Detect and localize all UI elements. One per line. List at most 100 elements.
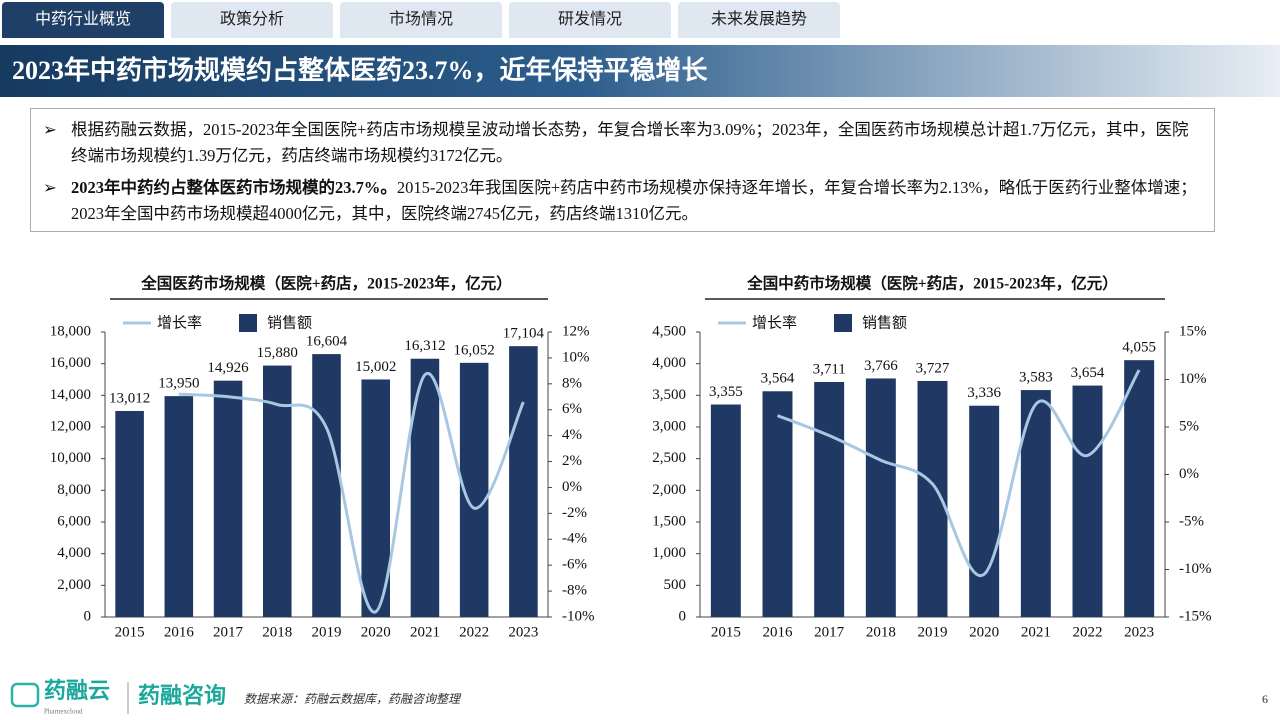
- tab-bar: 中药行业概览 政策分析 市场情况 研发情况 未来发展趋势: [0, 0, 1280, 40]
- x-tick-label: 2016: [164, 624, 195, 640]
- tab[interactable]: 政策分析: [171, 2, 333, 38]
- legend-swatch: [834, 314, 852, 332]
- y2-tick-label: -10%: [562, 608, 595, 624]
- data-label: 13,012: [109, 390, 150, 406]
- bar: [361, 379, 390, 617]
- y-tick-label: 0: [679, 608, 687, 624]
- x-tick-label: 2020: [361, 624, 391, 640]
- x-tick-label: 2021: [1021, 624, 1051, 640]
- data-label: 16,312: [404, 338, 445, 354]
- growth-line: [776, 369, 1141, 578]
- bar: [509, 346, 538, 617]
- x-tick-label: 2021: [410, 624, 440, 640]
- chart-title: 全国医药市场规模（医院+药店，2015-2023年，亿元）: [140, 274, 512, 293]
- x-tick-label: 2017: [213, 624, 244, 640]
- y-tick-label: 1,500: [652, 513, 686, 529]
- data-label: 17,104: [503, 326, 545, 342]
- footer: 药融云 Pharnexcloud 药融咨询 数据来源：药融云数据库，药融咨询整理…: [10, 678, 1268, 716]
- bar: [710, 404, 741, 617]
- legend-label: 销售额: [862, 314, 907, 331]
- x-tick-label: 2020: [969, 624, 999, 640]
- slide-title: 2023年中药市场规模约占整体医药23.7%，近年保持平稳增长: [0, 45, 1280, 97]
- data-label: 3,583: [1019, 370, 1053, 386]
- y2-tick-label: 0%: [1179, 466, 1199, 482]
- bullet: 根据药融云数据，2015-2023年全国医院+药店市场规模呈波动增长态势，年复合…: [43, 117, 1204, 169]
- brand: 药融云: [44, 678, 110, 703]
- x-tick-label: 2018: [866, 624, 896, 640]
- bar: [814, 381, 845, 617]
- x-tick-label: 2018: [262, 624, 292, 640]
- x-tick-label: 2016: [763, 624, 794, 640]
- tab[interactable]: 研发情况: [509, 2, 671, 38]
- data-label: 3,727: [916, 360, 950, 376]
- y2-tick-label: 8%: [562, 375, 582, 391]
- y-tick-label: 500: [664, 577, 687, 593]
- bar: [969, 405, 1000, 617]
- data-label: 16,604: [306, 334, 348, 350]
- y-tick-label: 4,500: [652, 323, 686, 339]
- x-tick-label: 2022: [1073, 624, 1103, 640]
- y2-tick-label: 12%: [562, 323, 590, 339]
- data-label: 3,711: [813, 361, 846, 377]
- y-tick-label: 12,000: [50, 418, 91, 434]
- y2-tick-label: -6%: [562, 557, 587, 573]
- y-tick-label: 1,000: [652, 545, 686, 561]
- data-label: 15,880: [257, 345, 298, 361]
- summary-box: 根据药融云数据，2015-2023年全国医院+药店市场规模呈波动增长态势，年复合…: [30, 108, 1215, 232]
- y-tick-label: 18,000: [50, 323, 91, 339]
- x-tick-label: 2022: [459, 624, 489, 640]
- data-label: 3,654: [1071, 365, 1105, 381]
- bar: [1124, 360, 1155, 617]
- x-tick-label: 2023: [1124, 624, 1154, 640]
- chart: 全国医药市场规模（医院+药店，2015-2023年，亿元） 0 2,000 4,000…: [50, 274, 595, 641]
- data-label: 14,926: [207, 360, 249, 376]
- y2-tick-label: 0%: [562, 479, 582, 495]
- x-tick-label: 2019: [312, 624, 342, 640]
- bullet-text: 2015-2023年我国医院+药店中药市场规模亦保持逐年增长，年复合增长率为2.…: [71, 178, 1197, 223]
- logo-icon: [10, 682, 40, 708]
- legend-label: 增长率: [752, 314, 797, 331]
- bar: [312, 354, 341, 617]
- y2-tick-label: 5%: [1179, 418, 1199, 434]
- brand2: 药融咨询: [138, 683, 226, 708]
- tab[interactable]: 市场情况: [340, 2, 502, 38]
- y2-tick-label: 4%: [562, 427, 582, 443]
- y-tick-label: 2,000: [57, 577, 91, 593]
- legend-label: 增长率: [157, 314, 202, 331]
- legend-label: 销售额: [267, 314, 312, 331]
- data-label: 3,336: [967, 385, 1001, 401]
- bar: [115, 410, 144, 617]
- y-tick-label: 6,000: [57, 513, 91, 529]
- growth-line: [178, 371, 525, 614]
- data-label: 3,564: [761, 371, 795, 387]
- bar: [917, 380, 948, 617]
- y-tick-label: 0: [84, 608, 92, 624]
- page-number: 6: [1262, 692, 1268, 706]
- bar: [213, 380, 243, 617]
- tab[interactable]: 中药行业概览: [2, 2, 164, 38]
- x-tick-label: 2015: [711, 624, 741, 640]
- y2-tick-label: 15%: [1179, 323, 1207, 339]
- bar: [164, 396, 194, 617]
- bar: [1072, 385, 1103, 617]
- x-tick-label: 2023: [508, 624, 538, 640]
- bar: [459, 362, 489, 617]
- y2-tick-label: 10%: [562, 349, 590, 365]
- brand-sub: Pharnexcloud: [44, 708, 83, 716]
- y-tick-label: 2,000: [652, 482, 686, 498]
- y2-tick-label: -8%: [562, 583, 587, 599]
- source: 数据来源：药融云数据库，药融咨询整理: [244, 692, 462, 706]
- y2-tick-label: -4%: [562, 531, 587, 547]
- bar: [762, 391, 793, 617]
- data-label: 13,950: [158, 376, 199, 392]
- tab[interactable]: 未来发展趋势: [678, 2, 840, 38]
- chart: 全国中药市场规模（医院+药店，2015-2023年，亿元） 0 500 1,000 1,…: [652, 274, 1211, 641]
- y2-tick-label: -15%: [1179, 608, 1212, 624]
- y-tick-label: 4,000: [652, 355, 686, 371]
- bar: [1020, 390, 1051, 617]
- y-tick-label: 10,000: [50, 450, 91, 466]
- data-label: 3,355: [709, 384, 743, 400]
- y-tick-label: 14,000: [50, 387, 91, 403]
- y2-tick-label: -5%: [1179, 513, 1204, 529]
